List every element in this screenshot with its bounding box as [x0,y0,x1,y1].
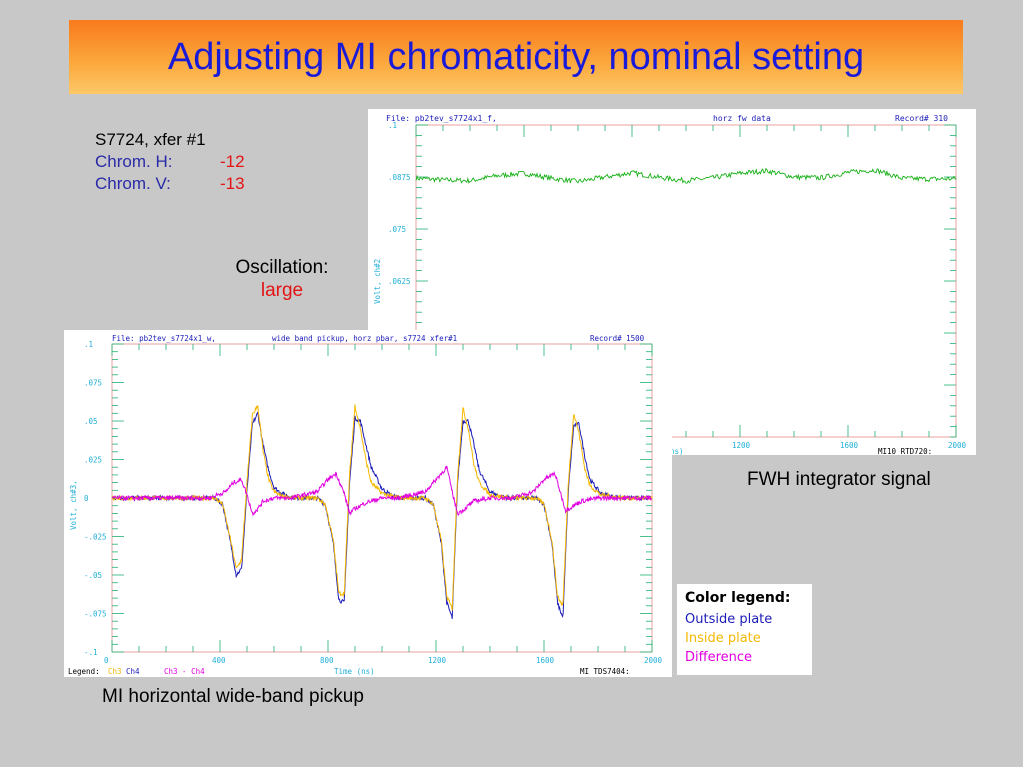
y-tick-label: .025 [84,456,102,465]
pickup-legend-ch4: Ch4 [126,667,140,676]
color-legend-difference: Difference [685,650,753,665]
pickup-header-record: Record# 1500 [590,334,645,343]
x-tick-label: 1200 [428,656,447,665]
y-tick-label: -.075 [84,610,107,619]
oscillation-label: Oscillation: [235,257,329,278]
y-tick-label: .1 [84,340,93,349]
y-tick-label: .05 [84,417,98,426]
x-tick-label: 1600 [840,441,859,450]
chrom-v-label: Chrom. V: [95,174,171,193]
color-legend-outside: Outside plate [685,612,773,627]
x-tick-label: 2000 [644,656,663,665]
x-tick-label: 400 [212,656,226,665]
y-tick-label: .075 [84,379,102,388]
fwh-y-axis-label: Volt, ch#2 [373,259,382,304]
fwh-footer-right: MI10 RTD720: [878,447,932,455]
y-tick-label: .1 [388,121,397,130]
chrom-h-value: -12 [220,152,245,171]
chrom-h-label: Chrom. H: [95,152,173,171]
color-legend: Color legend: Outside plate Inside plate… [677,584,812,675]
color-legend-inside: Inside plate [685,631,761,646]
pickup-legend-diff: Ch3 - Ch4 [164,667,205,676]
x-tick-label: 0 [104,656,109,665]
pickup-chart-panel: File: pb2tev_s7724x1_w, wide band pickup… [64,330,672,677]
x-tick-label: 1200 [732,441,751,450]
fwh-header-title: horz fw data [713,114,771,123]
x-tick-label: 800 [320,656,334,665]
series-line-1-2 [111,465,653,517]
pickup-header-title: wide band pickup, horz pbar, s7724 xfer#… [272,334,457,343]
title-bar: Adjusting MI chromaticity, nominal setti… [69,20,963,94]
series-line-0-0 [415,167,957,184]
x-tick-label: 1600 [536,656,555,665]
run-info: S7724, xfer #1 Chrom. H: -12 Chrom. V: -… [95,129,245,195]
pickup-legend-prefix: Legend: [68,667,100,676]
pickup-legend-ch3: Ch3 [108,667,122,676]
color-legend-title: Color legend: [685,590,791,606]
pickup-x-axis-label: Time (ns) [334,667,375,676]
fwh-header-record: Record# 310 [895,114,948,123]
fwh-caption: FWH integrator signal [747,469,931,490]
oscillation-note: Oscillation: large [222,256,342,302]
page-title: Adjusting MI chromaticity, nominal setti… [167,35,865,78]
pickup-header-file: File: pb2tev_s7724x1_w, [112,334,216,343]
x-tick-label: 2000 [948,441,967,450]
y-tick-label: -.025 [84,533,107,542]
pickup-caption: MI horizontal wide-band pickup [102,686,364,707]
y-tick-label: .0875 [388,173,411,182]
series-line-1-1 [111,404,653,611]
chrom-v-value: -13 [220,174,245,193]
y-tick-label: .0625 [388,277,411,286]
fwh-header-file: File: pb2tev_s7724x1_f, [386,114,497,123]
pickup-footer-right: MI TDS7404: [580,667,630,676]
y-tick-label: 0 [84,494,89,503]
y-tick-label: -.1 [84,648,98,657]
pickup-chart: File: pb2tev_s7724x1_w, wide band pickup… [68,334,663,676]
run-label: S7724, xfer #1 [95,130,206,149]
pickup-y-axis-label: Volt, ch#3, [69,480,78,530]
oscillation-value: large [260,280,304,301]
y-tick-label: .075 [388,225,406,234]
fwh-x-axis-fragment: ns) [670,447,684,455]
y-tick-label: -.05 [84,571,102,580]
